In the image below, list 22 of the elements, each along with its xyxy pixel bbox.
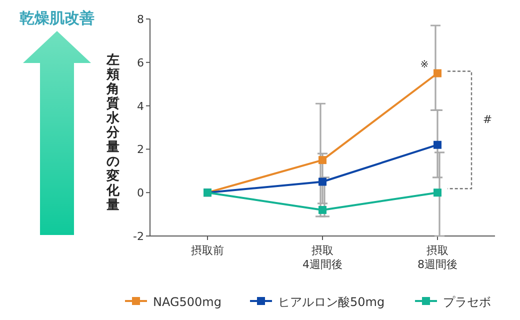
y-tick-label: 2 — [137, 143, 144, 156]
legend-label: NAG500mg — [153, 295, 222, 309]
legend-label: プラセボ — [443, 295, 491, 309]
y-tick-label: 4 — [137, 100, 144, 113]
chart-title: 乾燥肌改善 — [20, 9, 94, 27]
x-tick-label: 摂取 4週間後 — [302, 244, 342, 271]
point — [318, 206, 326, 214]
annotation: # — [482, 112, 492, 126]
text: 左頬角質水分量の変化量 — [106, 53, 120, 213]
x-tick-label: 摂取 8週間後 — [418, 244, 458, 271]
point — [318, 178, 326, 186]
y-tick-label: -2 — [133, 230, 144, 243]
legend-label: ヒアルロン酸50mg — [278, 295, 385, 309]
point — [434, 140, 442, 149]
x-tick-label: 摂取前 — [191, 244, 224, 257]
point — [318, 156, 326, 164]
point — [434, 188, 442, 197]
point — [434, 69, 442, 78]
y-tick-label: 6 — [137, 56, 144, 70]
y-tick-label: 8 — [137, 13, 144, 26]
annotation: ※ — [420, 59, 429, 70]
y-tick-label: 0 — [137, 186, 144, 200]
